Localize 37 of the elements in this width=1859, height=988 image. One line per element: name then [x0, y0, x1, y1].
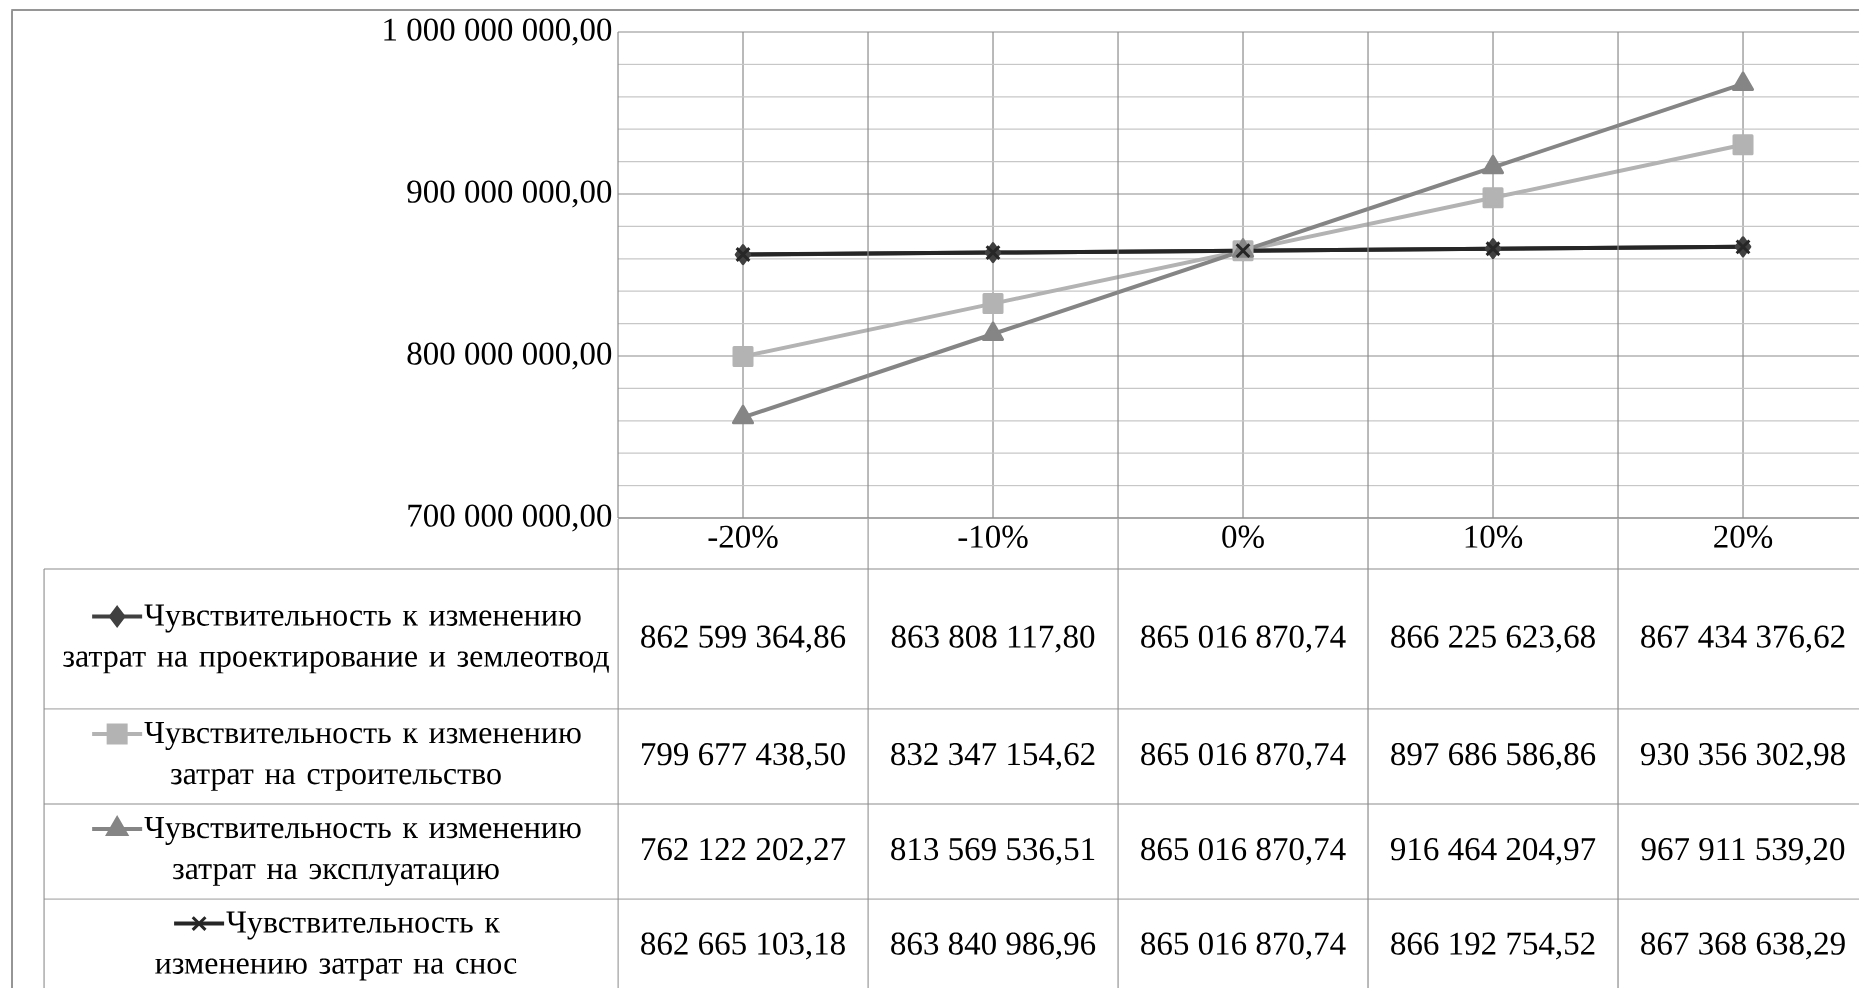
data-label: 813 569 536,51 — [891, 837, 1095, 866]
data-label: 967 911 539,20 — [1641, 837, 1845, 866]
data-label: 865 016 870,74 — [1141, 742, 1346, 771]
point — [1482, 187, 1504, 209]
x-tick-label: 10% — [1465, 525, 1523, 548]
legend-label: Чувствительность к изменению затрат на строительство — [144, 722, 581, 791]
data-label: 799 677 438,50 — [642, 742, 845, 771]
data-label: 832 347 154,62 — [891, 742, 1095, 771]
y-tick-label: 800 000 000,00 — [407, 342, 612, 370]
legend-label: Чувствительность к изменению затрат на эксплуатацию — [144, 817, 581, 886]
y-tick-label: 900 000 000,00 — [407, 180, 612, 208]
point — [1732, 134, 1754, 156]
data-label: 865 016 870,74 — [1141, 625, 1346, 653]
x-tick-label: -10% — [958, 525, 1028, 548]
point — [732, 346, 754, 368]
data-label: 863 840 986,96 — [891, 932, 1096, 960]
data-label: 866 225 623,68 — [1391, 625, 1595, 653]
data-label: 897 686 586,86 — [1391, 742, 1596, 771]
data-label: 862 665 103,18 — [641, 932, 845, 960]
data-label: 762 122 202,27 — [642, 837, 846, 866]
data-label: 867 434 376,62 — [1641, 625, 1845, 653]
data-label: 865 016 870,74 — [1141, 932, 1346, 960]
x-tick-label: 0% — [1222, 525, 1264, 548]
point — [982, 293, 1004, 315]
data-label: 930 356 302,98 — [1640, 742, 1845, 771]
data-label: 865 016 870,74 — [1141, 837, 1346, 866]
data-label: 863 808 117,80 — [891, 625, 1095, 653]
data-label: 916 464 204,97 — [1390, 837, 1596, 866]
legend-label: Чувствительность к изменению затрат на снос — [155, 911, 517, 981]
data-label: 862 599 364,86 — [641, 625, 846, 653]
data-label: 867 368 638,29 — [1641, 932, 1845, 960]
x-tick-label: 20% — [1714, 525, 1773, 548]
x-tick-label: -20% — [708, 525, 778, 548]
legend-label: Чувствительность к изменению затрат на проектирование и землеотвод — [63, 604, 609, 674]
data-label: 866 192 754,52 — [1391, 932, 1595, 960]
y-tick-label: 1 000 000 000,00 — [384, 18, 612, 46]
y-tick-label: 700 000 000,00 — [408, 504, 612, 532]
